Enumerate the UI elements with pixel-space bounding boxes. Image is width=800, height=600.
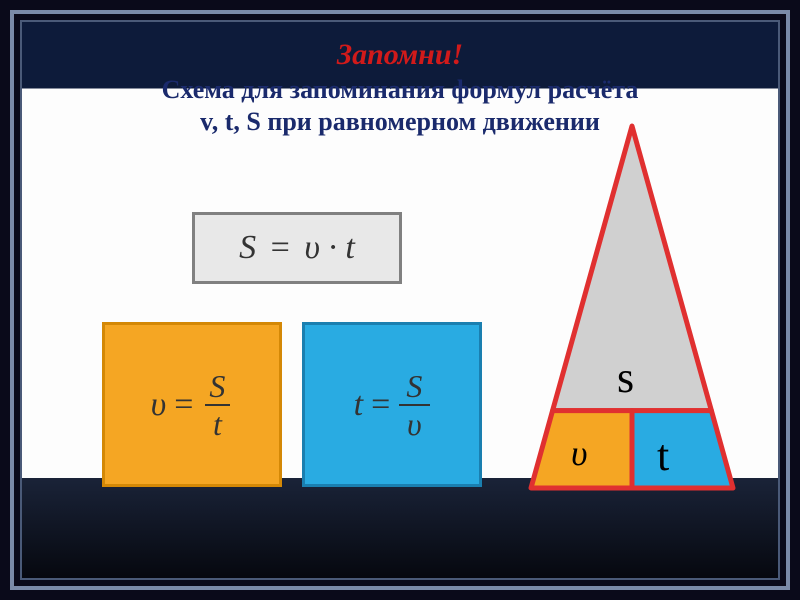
formula-v-den: t [205, 404, 230, 440]
formula-time-box: t = S υ [302, 322, 482, 487]
inner-frame: Запомни! Схема для запоминания формул ра… [20, 20, 780, 580]
formula-t-num: S [398, 370, 430, 404]
triangle-icon [527, 122, 737, 492]
formula-t-den: υ [399, 404, 430, 440]
mnemonic-triangle: s υ t [527, 122, 737, 492]
equals-sign: = [371, 386, 390, 424]
formula-main: S = υ · t [239, 229, 355, 267]
fraction-icon: S t [201, 370, 233, 440]
formula-velocity: υ = S t [151, 370, 234, 440]
formula-v-num: S [201, 370, 233, 404]
triangle-label-t: t [657, 430, 669, 481]
formula-main-rhs: υ · t [304, 229, 355, 266]
triangle-label-s: s [617, 352, 634, 403]
triangle-label-v: υ [571, 432, 588, 474]
formula-velocity-box: υ = S t [102, 322, 282, 487]
formula-t-lhs: t [354, 386, 363, 424]
formula-main-box: S = υ · t [192, 212, 402, 284]
outer-frame: Запомни! Схема для запоминания формул ра… [0, 0, 800, 600]
formula-time: t = S υ [354, 370, 431, 440]
title-remember: Запомни! [22, 38, 778, 72]
equals-sign: = [265, 229, 296, 266]
mid-frame: Запомни! Схема для запоминания формул ра… [10, 10, 790, 590]
formula-main-lhs: S [239, 229, 256, 266]
equals-sign: = [174, 386, 193, 424]
formula-v-lhs: υ [151, 386, 167, 424]
slide-content: Запомни! Схема для запоминания формул ра… [22, 22, 778, 578]
fraction-icon: S υ [398, 370, 430, 440]
subtitle-line-1: Схема для запоминания формул расчёта [22, 74, 778, 106]
